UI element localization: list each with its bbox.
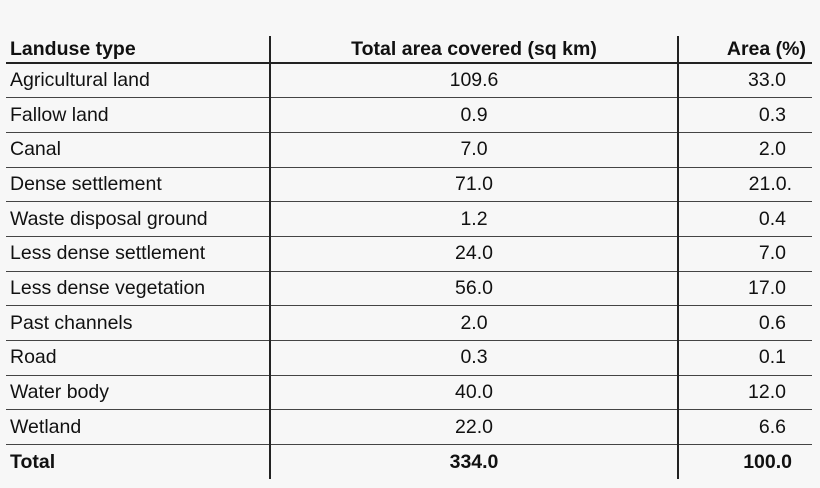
area-percent-cell: 17.0 bbox=[678, 271, 812, 307]
table-header-row: Landuse type Total area covered (sq km) … bbox=[6, 36, 812, 64]
landuse-type-cell: Less dense settlement bbox=[6, 236, 271, 272]
landuse-table: Landuse type Total area covered (sq km) … bbox=[6, 36, 812, 480]
area-percent-cell: 0.3 bbox=[678, 97, 812, 133]
area-sqkm-cell: 56.0 bbox=[270, 271, 679, 307]
area-percent-cell: 7.0 bbox=[678, 236, 812, 272]
header-landuse-type: Landuse type bbox=[6, 36, 271, 64]
area-percent-cell: 21.0. bbox=[678, 167, 812, 203]
area-percent-cell: 0.4 bbox=[678, 201, 812, 237]
area-sqkm-cell: 109.6 bbox=[270, 63, 679, 99]
table-row: Past channels 2.0 0.6 bbox=[6, 305, 812, 341]
area-sqkm-cell: 22.0 bbox=[270, 409, 679, 446]
area-percent-cell: 0.1 bbox=[678, 340, 812, 376]
landuse-type-cell: Past channels bbox=[6, 305, 271, 341]
area-percent-cell: 33.0 bbox=[678, 63, 812, 99]
table-row: Canal 7.0 2.0 bbox=[6, 132, 812, 168]
landuse-type-cell: Wetland bbox=[6, 409, 271, 446]
area-sqkm-cell: 24.0 bbox=[270, 236, 679, 272]
area-percent-cell: 0.6 bbox=[678, 305, 812, 341]
header-total-area: Total area covered (sq km) bbox=[270, 36, 679, 64]
table-row: Less dense vegetation 56.0 17.0 bbox=[6, 271, 812, 307]
area-sqkm-cell: 2.0 bbox=[270, 305, 679, 341]
area-sqkm-cell: 0.9 bbox=[270, 97, 679, 133]
area-sqkm-cell: 7.0 bbox=[270, 132, 679, 168]
table-row: Road 0.3 0.1 bbox=[6, 340, 812, 376]
landuse-type-cell: Water body bbox=[6, 375, 271, 411]
table-row: Waste disposal ground 1.2 0.4 bbox=[6, 201, 812, 237]
table-row: Less dense settlement 24.0 7.0 bbox=[6, 236, 812, 272]
area-percent-cell: 6.6 bbox=[678, 409, 812, 446]
area-sqkm-cell: 40.0 bbox=[270, 375, 679, 411]
header-area-percent: Area (%) bbox=[678, 36, 812, 64]
landuse-type-cell: Fallow land bbox=[6, 97, 271, 133]
area-percent-cell: 12.0 bbox=[678, 375, 812, 411]
landuse-type-cell: Waste disposal ground bbox=[6, 201, 271, 237]
landuse-type-cell: Road bbox=[6, 340, 271, 376]
table-row: Dense settlement 71.0 21.0. bbox=[6, 167, 812, 203]
table-row: Water body 40.0 12.0 bbox=[6, 375, 812, 411]
table-row: Agricultural land 109.6 33.0 bbox=[6, 63, 812, 99]
area-sqkm-cell: 0.3 bbox=[270, 340, 679, 376]
landuse-type-cell: Canal bbox=[6, 132, 271, 168]
area-percent-cell: 2.0 bbox=[678, 132, 812, 168]
total-area-percent: 100.0 bbox=[743, 450, 792, 473]
landuse-type-cell: Agricultural land bbox=[6, 63, 271, 99]
table-row: Fallow land 0.9 0.3 bbox=[6, 97, 812, 133]
landuse-table-container: Landuse type Total area covered (sq km) … bbox=[6, 36, 812, 480]
area-sqkm-cell: 1.2 bbox=[270, 201, 679, 237]
table-total-row: Total 334.0 100.0 bbox=[6, 444, 812, 480]
landuse-type-cell: Dense settlement bbox=[6, 167, 271, 203]
area-sqkm-cell: 71.0 bbox=[270, 167, 679, 203]
total-area-sqkm: 334.0 bbox=[270, 444, 679, 480]
total-label: Total bbox=[6, 444, 271, 480]
table-row: Wetland 22.0 6.6 bbox=[6, 409, 812, 446]
landuse-type-cell: Less dense vegetation bbox=[6, 271, 271, 307]
